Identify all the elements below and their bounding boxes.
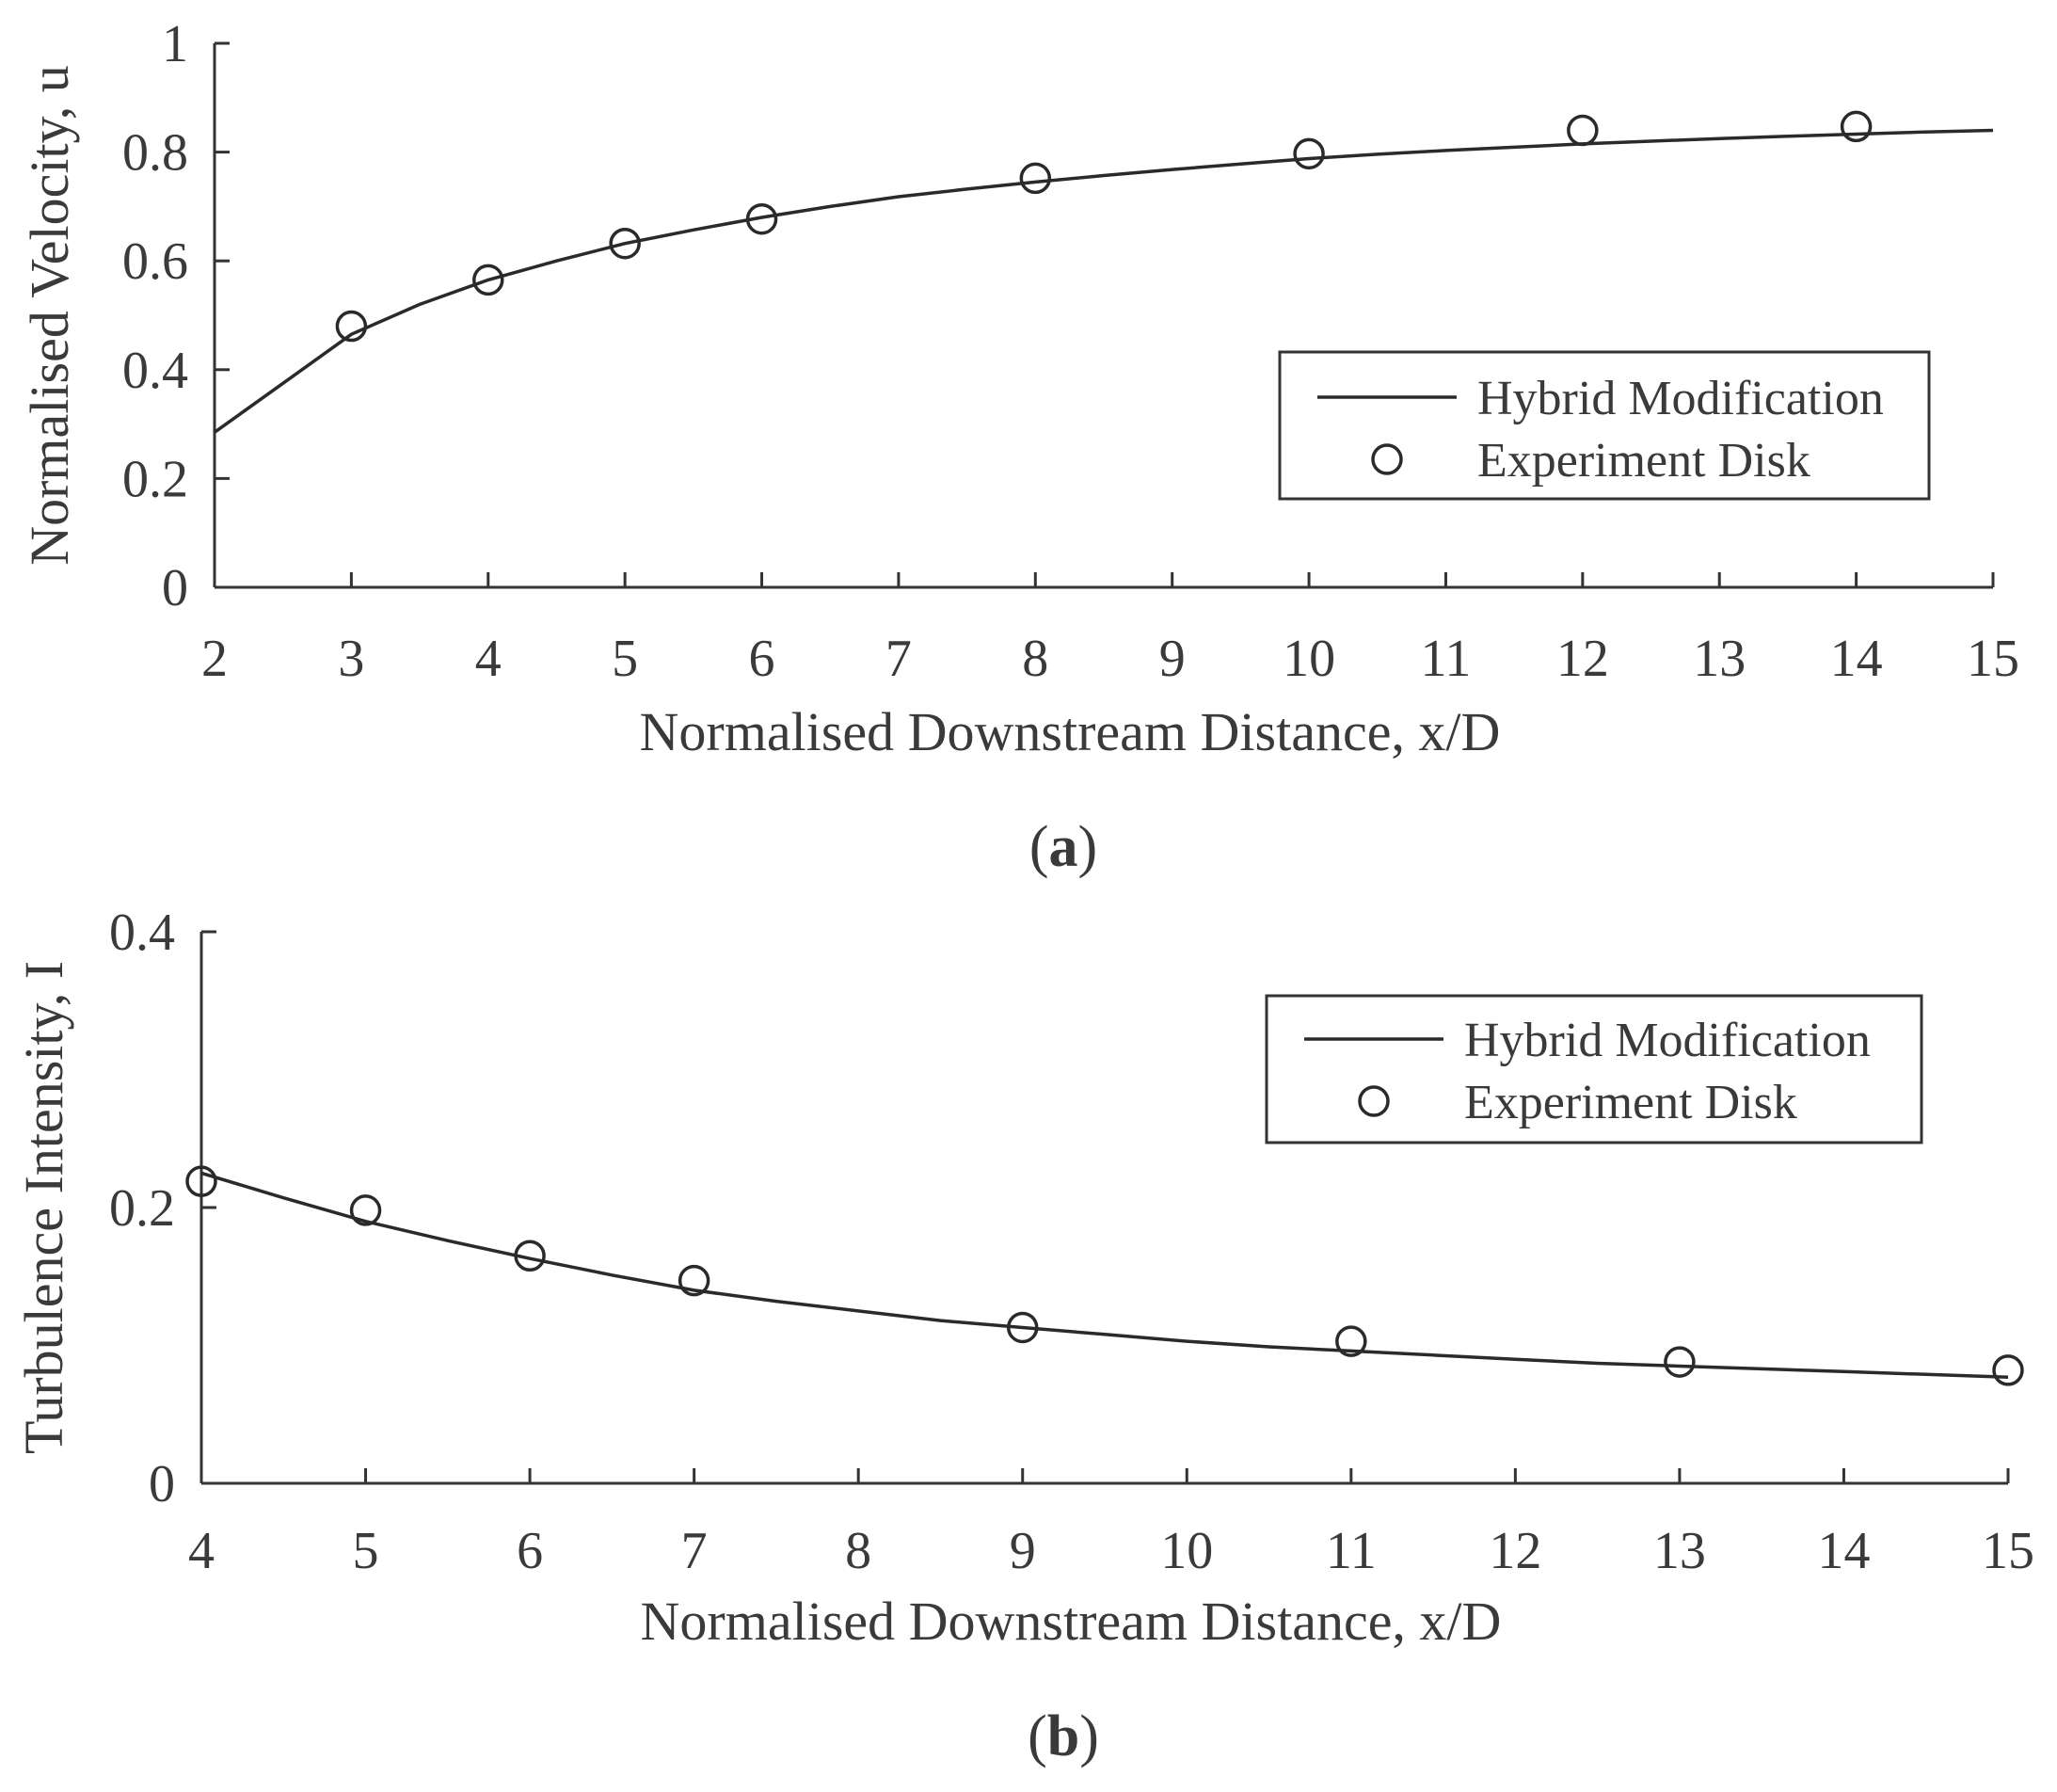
series-line-hybrid-modification — [200, 1171, 2009, 1379]
data-point-experiment-disk — [1335, 1325, 1367, 1357]
data-point-experiment-disk — [1840, 110, 1873, 143]
y-tick-label: 0 — [149, 1455, 175, 1513]
panel-label-letter: b — [1047, 1704, 1079, 1768]
data-point-experiment-disk — [745, 202, 778, 235]
x-tick-label: 14 — [1817, 1522, 1870, 1580]
data-point-experiment-disk — [335, 310, 368, 343]
panel-label: (b) — [1028, 1704, 1099, 1768]
x-tick-label: 10 — [1160, 1522, 1213, 1580]
data-point-experiment-disk — [514, 1240, 546, 1272]
y-tick-label: 0.4 — [109, 904, 175, 962]
y-tick-label: 0.8 — [122, 124, 188, 183]
x-tick-label: 13 — [1653, 1522, 1706, 1580]
legend-label-hybrid-modification: Hybrid Modification — [1464, 1014, 1871, 1067]
x-tick-label: 3 — [338, 630, 364, 688]
data-point-experiment-disk — [349, 1194, 382, 1226]
x-tick-label: 4 — [188, 1522, 215, 1580]
x-axis-title: Normalised Downstream Distance, x/D — [641, 1591, 1502, 1652]
panel-label-open: ( — [1029, 815, 1049, 879]
y-axis-title: Turbulence Intensity, I — [13, 961, 74, 1454]
y-tick-label: 0.2 — [122, 450, 188, 508]
legend-label-hybrid-modification: Hybrid Modification — [1477, 372, 1884, 425]
panel-a: 2 3 4 5 6 7 8 9 10 11 12 13 14 15 0 0.2 0.4 0.6 0.8 1 Normal… — [19, 15, 2019, 879]
y-tick-label: 0 — [162, 559, 188, 617]
data-point-experiment-disk — [1006, 1311, 1039, 1344]
x-tick-label: 2 — [201, 630, 228, 688]
y-tick-label: 0.2 — [109, 1179, 175, 1238]
x-tick-label: 6 — [517, 1522, 543, 1580]
x-tick-label: 7 — [885, 630, 912, 688]
panel-label-open: ( — [1028, 1704, 1047, 1768]
panel-label-close: ) — [1078, 815, 1098, 879]
x-tick-label: 14 — [1830, 630, 1883, 688]
data-point-experiment-disk — [1567, 114, 1599, 147]
panel-label-letter: a — [1049, 815, 1078, 879]
x-tick-label: 13 — [1693, 630, 1746, 688]
legend-label-experiment-disk: Experiment Disk — [1464, 1076, 1797, 1129]
panel-label-close: ) — [1079, 1704, 1099, 1768]
y-tick-label: 1 — [162, 15, 188, 73]
x-tick-label: 6 — [749, 630, 775, 688]
x-tick-label: 10 — [1283, 630, 1335, 688]
data-point-experiment-disk — [1992, 1354, 2024, 1386]
legend-box — [1265, 994, 1923, 1144]
series-line-hybrid-modification — [213, 128, 1994, 434]
x-tick-label: 5 — [353, 1522, 379, 1580]
data-point-experiment-disk — [1664, 1346, 1696, 1378]
x-tick-label: 8 — [845, 1522, 871, 1580]
x-tick-label: 9 — [1159, 630, 1186, 688]
x-tick-label: 12 — [1556, 630, 1609, 688]
legend-circle-swatch — [1371, 443, 1403, 475]
data-point-experiment-disk — [185, 1165, 217, 1197]
data-point-experiment-disk — [1293, 137, 1325, 170]
x-tick-label: 15 — [1982, 1522, 2034, 1580]
x-tick-label: 4 — [475, 630, 502, 688]
x-tick-label: 11 — [1326, 1522, 1377, 1580]
x-tick-label: 5 — [612, 630, 638, 688]
legend-label-experiment-disk: Experiment Disk — [1477, 434, 1810, 488]
x-tick-label: 15 — [1967, 630, 2019, 688]
x-tick-label: 9 — [1010, 1522, 1036, 1580]
data-point-experiment-disk — [678, 1264, 710, 1297]
panel-label: (a) — [1029, 815, 1097, 879]
data-point-experiment-disk — [472, 264, 504, 296]
x-tick-label: 12 — [1489, 1522, 1541, 1580]
x-tick-label: 7 — [681, 1522, 708, 1580]
y-tick-label: 0.4 — [122, 342, 188, 400]
y-axis-title: Normalised Velocity, u — [19, 65, 80, 566]
x-axis-title: Normalised Downstream Distance, x/D — [640, 701, 1501, 762]
data-point-experiment-disk — [609, 227, 641, 260]
data-point-experiment-disk — [1019, 162, 1052, 195]
panel-b: 4 5 6 7 8 9 10 11 12 13 14 15 0 0.2 0.4 Normalised Down… — [13, 904, 2034, 1768]
legend-circle-swatch — [1358, 1085, 1390, 1117]
x-tick-label: 11 — [1421, 630, 1472, 688]
x-tick-label: 8 — [1022, 630, 1048, 688]
y-tick-label: 0.6 — [122, 232, 188, 291]
